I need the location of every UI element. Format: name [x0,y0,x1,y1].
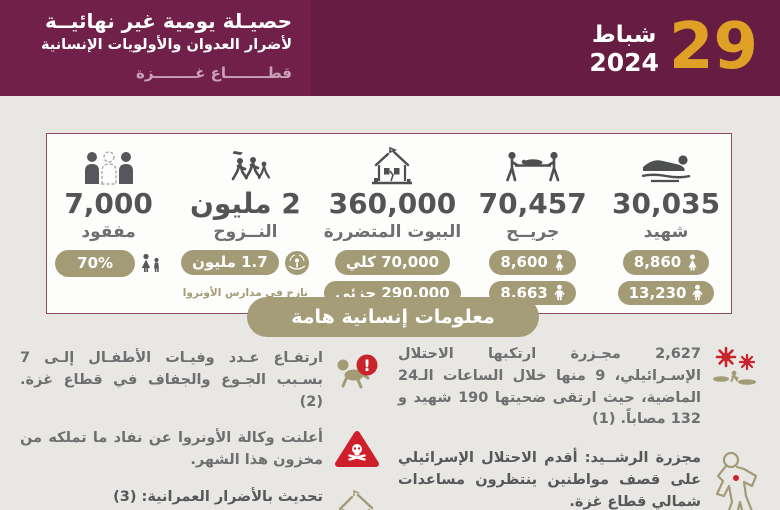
header-title-plate [0,0,311,96]
martyrs-value: 30,035 [612,187,721,220]
homes-total-badge: 70,000 كلي [334,249,451,275]
stretcher-icon [504,147,562,187]
missing-label: مفقود [81,221,136,242]
homes-badges: 70,000 كلي 290,000 جزئي [324,249,461,306]
woman-child-icons [141,254,160,273]
date-day: 29 [668,10,758,84]
body-outline-icon [710,448,760,510]
injured-women-value: 8,600 [500,252,548,271]
displaced-unrwa-badge: 1.7 مليون [181,250,279,276]
woman-icon [555,254,564,271]
martyrs-badges: 8,860 13,230 [617,249,715,306]
section-banner: معلومات إنسانية هامة [247,297,539,337]
martyrs-children-value: 13,230 [628,283,687,302]
martyrs-children-badge: 13,230 [617,280,715,306]
child-icon [692,285,704,301]
page-title: حصيـلة يومية غير نهائيــة [45,9,292,33]
displaced-badges: 1.7 مليون نازح في مدارس الأونروا [181,250,310,299]
date-year: 2024 [589,48,659,78]
displaced-label: النــزوح [213,221,278,242]
martyr-icon [639,147,693,187]
bullet-massacres: 2,627 مجـزرة ارتكبها الاحتلال الإسـرائيل… [398,344,760,431]
date-month-year: شباط 2024 [589,22,659,78]
displacement-icon [216,147,274,187]
child-icon [554,285,565,301]
missing-badge-row: 70% [55,249,162,277]
missing-percent-value: 70% [77,253,114,272]
stat-homes: 360,000 البيوت المتضررة 70,000 كلي 290,0… [321,147,465,306]
injured-value: 70,457 [478,187,587,220]
date-block: 29 شباط 2024 [589,4,758,90]
injured-women-badge: 8,600 [489,249,576,275]
stat-displaced: 2 مليون النــزوح 1.7 مليون [170,147,320,299]
massacre-icon [710,344,760,388]
damaged-house-icon [369,147,415,187]
woman-icon [688,254,697,271]
section-banner-label: معلومات إنسانية هامة [291,306,495,328]
date-month: شباط [591,21,657,48]
damaged-building-icon [332,487,382,510]
missing-percent-badge: 70% [55,249,136,277]
unrwa-logo [284,250,309,275]
stat-missing: 7,000 مفقود [47,147,170,277]
massacres-text: 2,627 مجـزرة ارتكبها الاحتلال الإسـرائيل… [398,346,701,428]
missing-badges: 70% [55,249,162,277]
child-deaths-text: ارتفـاع عـدد وفيـات الأطفـال إلـى 7 بسـب… [20,350,323,410]
stat-martyrs: 30,035 شهيد 8,860 13,230 [601,147,731,306]
homes-value: 360,000 [328,187,457,220]
info-column-right: 2,627 مجـزرة ارتكبها الاحتلال الإسـرائيل… [398,344,760,510]
child-warning-icon: ! [332,348,382,394]
bullet-urban-damage: تحديث بالأضرار العمرانية: (3) • 211 مسجد… [20,487,382,510]
info-section: 2,627 مجـزرة ارتكبها الاحتلال الإسـرائيل… [0,344,780,510]
svg-text:!: ! [363,356,370,375]
stat-injured: 70,457 جريــح 8,600 8,663 [464,147,601,306]
info-column-left: ! ارتفـاع عـدد وفيـات الأطفـال إلـى 7 بس… [20,344,382,510]
header-title-block: حصيـلة يومية غير نهائيــة لأضرار العدوان… [40,9,292,82]
danger-skull-icon [332,428,382,470]
martyrs-label: شهيد [643,221,689,242]
page-subtitle: لأضرار العدوان والأولويات الإنسانية [41,37,292,53]
displaced-unrwa-value: 1.7 مليون [192,253,268,272]
martyrs-women-value: 8,860 [633,252,682,271]
injured-label: جريــح [506,221,560,242]
stats-row: 30,035 شهيد 8,860 13,230 [47,134,731,313]
bullet-rashid-massacre: مجزرة الرشــيد: أقدم الاحتلال الإسرائيلي… [398,448,760,510]
rashid-title: مجزرة الرشــيد: أقدم الاحتلال الإسرائيلي… [398,450,701,510]
martyrs-women-badge: 8,860 [622,249,710,275]
displaced-note: نازح في مدارس الأونروا [182,286,309,299]
bullet-child-deaths: ! ارتفـاع عـدد وفيـات الأطفـال إلـى 7 بس… [20,348,382,413]
displaced-value: 2 مليون [189,187,301,220]
stats-card: 30,035 شهيد 8,860 13,230 [46,133,732,314]
missing-person-icon [81,147,137,187]
urban-damage-texts: تحديث بالأضرار العمرانية: (3) • 211 مسجد… [20,487,323,510]
urban-damage-title: تحديث بالأضرار العمرانية: (3) [113,488,323,505]
missing-value: 7,000 [64,187,153,220]
injured-badges: 8,600 8,663 [489,249,576,306]
displaced-badge-row: 1.7 مليون [181,250,310,276]
homes-label: البيوت المتضررة [323,221,462,242]
homes-total-value: 70,000 كلي [345,252,440,271]
header-band: حصيـلة يومية غير نهائيــة لأضرار العدوان… [0,0,780,96]
unrwa-stock-text: أعلنت وكالة الأونروا عن نفاد ما تملكه من… [20,430,323,468]
region-title: قطــــــــاع غــــــــزة [136,64,292,82]
rashid-texts: مجزرة الرشــيد: أقدم الاحتلال الإسرائيلي… [398,448,701,510]
bullet-unrwa-stock: أعلنت وكالة الأونروا عن نفاد ما تملكه من… [20,428,382,472]
